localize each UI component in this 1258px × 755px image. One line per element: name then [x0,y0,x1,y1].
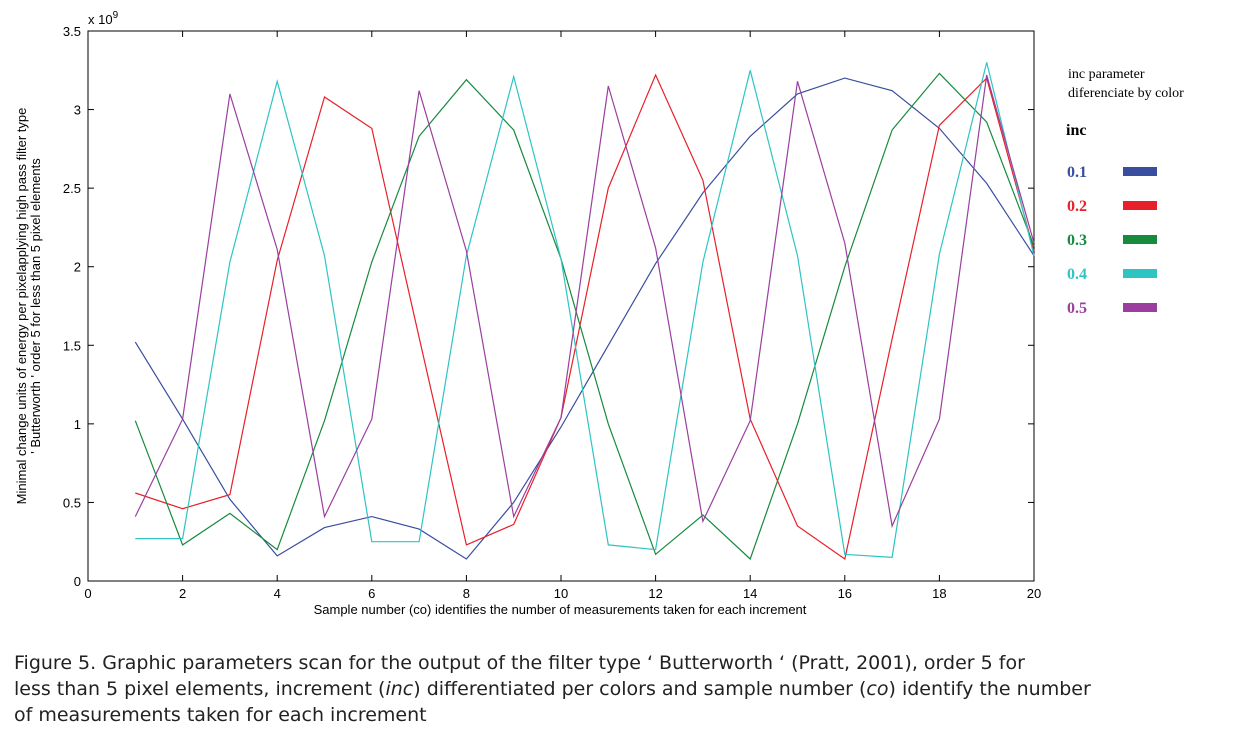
x-tick-label: 16 [838,586,852,601]
series-line-0.1 [134,77,1035,560]
legend-swatch-0.1 [1123,167,1157,176]
y-multiplier-exponent: 9 [113,10,119,21]
y-axis-label-line2: ' Butterworth ' order 5 for less than 5 … [28,158,43,454]
legend: inc parameter diferenciate by color inc … [1066,67,1184,317]
x-tick-label: 4 [274,586,281,601]
series-line-0.5 [134,74,1035,529]
plot-area: 0 2 4 6 8 10 12 14 16 18 20 0 0.5 1 1.5 2 2.5 3 3.5 [63,24,1041,601]
y-axis-label-line1: Minimal change units of energy per pixel… [14,108,29,505]
series-line-0.3 [134,72,1035,561]
caption-line-2-a: less than 5 pixel elements, increment ( [14,678,386,700]
caption-term-co: co [866,678,889,700]
x-tick-label: 20 [1027,586,1041,601]
y-tick-label: 2 [74,260,81,275]
x-tick-label: 6 [368,586,375,601]
legend-swatch-0.2 [1123,201,1157,210]
y-tick-label: 3.5 [63,24,81,39]
caption-term-inc: inc [385,678,414,700]
caption-line-2: less than 5 pixel elements, increment (i… [14,676,1254,702]
caption-line-2-c: ) identify the number [888,678,1091,700]
legend-label-0.5: 0.5 [1067,300,1087,317]
series-layer [134,62,1035,561]
caption-line-2-b: ) differentiated per colors and sample n… [413,678,867,700]
x-tick-label: 10 [554,586,568,601]
y-multiplier-base: x 10 [88,12,113,27]
x-tick-label: 18 [932,586,946,601]
legend-swatch-0.5 [1123,303,1157,312]
legend-label-0.3: 0.3 [1067,232,1087,249]
x-tick-label: 14 [743,586,757,601]
x-tick-label: 12 [648,586,662,601]
y-tick-label: 1 [74,417,81,432]
figure-caption: Figure 5. Graphic parameters scan for th… [14,650,1254,728]
y-tick-label: 1.5 [63,338,81,353]
x-axis-label: Sample number (co) identifies the number… [314,602,807,617]
legend-label-0.1: 0.1 [1067,164,1087,181]
y-tick-label: 3 [74,103,81,118]
y-tick-label: 2.5 [63,181,81,196]
series-line-0.4 [135,62,1035,559]
x-tick-label: 2 [179,586,186,601]
legend-label-0.4: 0.4 [1067,266,1087,283]
y-tick-label: 0 [74,574,81,589]
legend-heading: inc [1066,122,1086,139]
caption-line-3: of measurements taken for each increment [14,704,427,726]
caption-line-1: Figure 5. Graphic parameters scan for th… [14,652,1025,674]
legend-swatch-0.4 [1123,269,1157,278]
x-tick-label: 0 [84,586,91,601]
y-tick-label: 0.5 [63,495,81,510]
legend-title-line1: inc parameter [1068,67,1145,82]
y-multiplier-label: x 109 [88,10,119,27]
series-line-0.2 [135,73,1035,561]
x-tick-label: 8 [463,586,470,601]
tick-layer: 0 2 4 6 8 10 12 14 16 18 20 0 0.5 1 1.5 2 2.5 3 3.5 [63,24,1041,601]
legend-title-line2: diferenciate by color [1068,86,1184,101]
legend-label-0.2: 0.2 [1067,198,1087,215]
legend-items: 0.1 0.2 0.3 0.4 0.5 [1067,164,1157,317]
legend-swatch-0.3 [1123,235,1157,244]
y-axis-label: Minimal change units of energy per pixel… [14,108,43,505]
